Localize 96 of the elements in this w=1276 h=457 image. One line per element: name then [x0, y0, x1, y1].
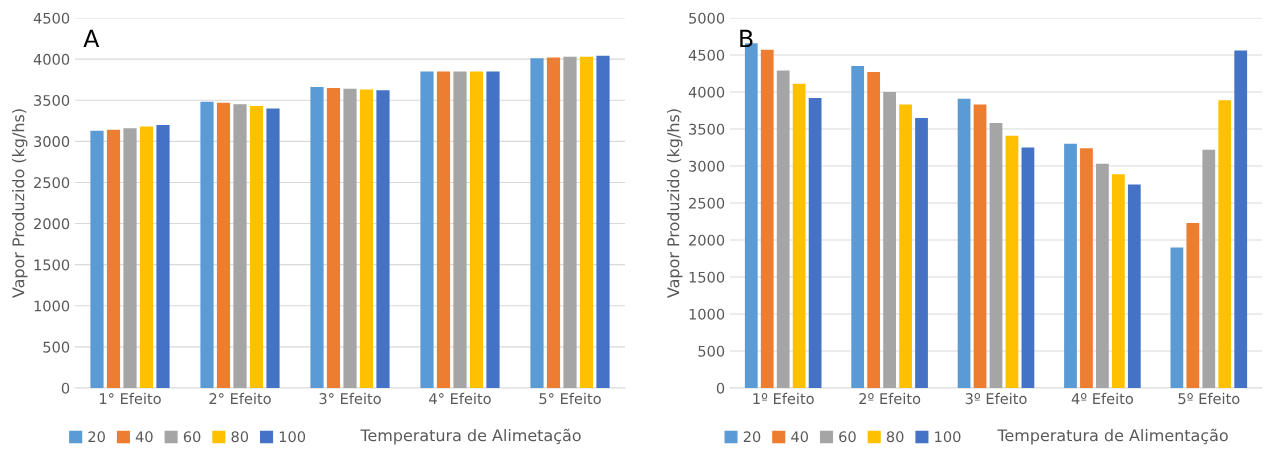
bar — [376, 90, 390, 388]
bar — [106, 129, 121, 388]
y-axis-title: Vapor Produzido (kg/hs) — [12, 109, 28, 298]
x-tick-label: 2º Efeito — [859, 392, 921, 405]
legend-label: 40 — [135, 431, 153, 443]
legend-label: 20 — [743, 431, 761, 443]
bar — [808, 97, 822, 388]
bar — [123, 128, 137, 388]
y-tick-label: 500 — [43, 341, 70, 353]
bar — [359, 89, 374, 388]
bar — [776, 70, 790, 388]
bar — [343, 88, 357, 388]
x-tick-label: 3º Efeito — [965, 392, 1027, 405]
bar — [436, 71, 451, 388]
legend-label: 60 — [839, 431, 856, 443]
bar — [139, 126, 154, 388]
bar — [989, 123, 1003, 388]
bar — [1127, 184, 1141, 388]
bar — [530, 58, 544, 388]
bar — [453, 71, 467, 388]
bar — [1080, 148, 1093, 388]
bar — [1005, 135, 1019, 388]
y-tick-label: 2500 — [34, 177, 70, 189]
bar — [883, 92, 896, 388]
x-tick-label: 4º Efeito — [1071, 392, 1133, 405]
y-tick-label: 3500 — [34, 94, 70, 106]
bar — [1021, 147, 1035, 388]
bar — [899, 104, 912, 388]
bar — [792, 83, 806, 388]
x-tick-label: 5° Efeito — [539, 392, 601, 405]
bar — [760, 49, 774, 388]
legend-label: 100 — [935, 431, 961, 443]
y-tick-label: 1500 — [34, 259, 70, 271]
bar — [957, 98, 971, 388]
bar — [90, 130, 104, 388]
bar — [249, 105, 264, 388]
y-tick-label: 2000 — [689, 234, 725, 246]
bar — [486, 71, 500, 388]
legend-label: 80 — [886, 431, 904, 443]
legend-label: 60 — [183, 431, 201, 443]
bar — [915, 117, 928, 388]
legend-label: 80 — [231, 431, 249, 443]
legend-label: 40 — [791, 431, 809, 443]
bar — [200, 101, 214, 388]
bar — [310, 87, 324, 388]
bar — [469, 71, 484, 388]
bar — [1202, 149, 1216, 388]
legend-label: 100 — [279, 431, 306, 443]
bar — [867, 72, 881, 388]
bar — [1096, 163, 1109, 388]
y-tick-label: 0 — [716, 382, 725, 394]
bar — [266, 108, 280, 388]
y-axis-title: Vapor Produzido (kg/hs) — [667, 109, 683, 298]
bar — [973, 104, 987, 388]
y-tick-label: 1000 — [689, 308, 725, 320]
annotation: A — [83, 29, 100, 48]
x-tick-label: 4° Efeito — [429, 392, 491, 405]
bar — [233, 104, 247, 388]
y-tick-label: 4500 — [688, 49, 725, 61]
y-tick-label: 2500 — [689, 197, 725, 209]
bar — [1234, 50, 1248, 388]
x-tick-label: 1º Efeito — [753, 392, 814, 405]
y-tick-label: 1000 — [34, 300, 70, 312]
bar — [563, 56, 577, 388]
x-axis-title: Temperatura de Alimetação — [360, 428, 581, 445]
y-tick-label: 4000 — [688, 86, 725, 98]
annotation: B — [740, 29, 753, 48]
bar — [326, 87, 341, 388]
bar — [1218, 100, 1232, 388]
y-tick-label: 3500 — [689, 123, 725, 135]
bar — [596, 55, 610, 388]
y-tick-label: 0 — [61, 382, 70, 394]
y-tick-label: 4000 — [33, 53, 70, 65]
y-tick-label: 2000 — [34, 218, 70, 230]
x-tick-label: 2° Efeito — [209, 392, 271, 405]
x-tick-label: 3° Efeito — [319, 392, 381, 405]
x-tick-label: 5º Efeito — [1178, 392, 1240, 405]
bar — [579, 56, 594, 388]
y-tick-label: 4500 — [33, 12, 70, 24]
y-tick-label: 500 — [698, 345, 725, 357]
bar — [216, 102, 231, 388]
x-axis-title: Temperatura de Alimentação — [997, 428, 1228, 445]
bar — [156, 124, 170, 388]
bar — [546, 57, 561, 388]
bar — [1170, 247, 1184, 388]
y-tick-label: 5000 — [689, 12, 725, 24]
bar — [420, 71, 434, 388]
bar — [851, 66, 865, 388]
bar — [1186, 222, 1200, 388]
legend-label: 20 — [88, 431, 105, 443]
x-tick-label: 1° Efeito — [99, 392, 161, 405]
y-tick-label: 3000 — [689, 160, 725, 172]
y-tick-label: 3000 — [34, 136, 70, 148]
y-tick-label: 1500 — [689, 271, 725, 283]
bar — [1111, 174, 1125, 388]
bar — [1064, 143, 1077, 388]
